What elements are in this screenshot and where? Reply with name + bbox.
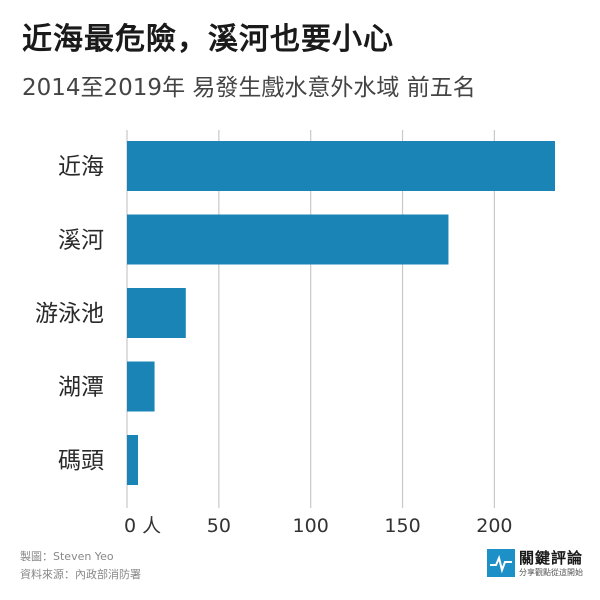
x-tick-label: 0 人	[124, 515, 161, 537]
logo-name: 關鍵評論	[519, 549, 584, 567]
category-label: 湖潭	[58, 375, 104, 401]
bar	[127, 141, 555, 191]
bar	[127, 435, 139, 485]
chart-title: 近海最危險，溪河也要小心	[22, 22, 394, 57]
category-label: 游泳池	[35, 301, 104, 327]
bar	[127, 361, 155, 412]
x-tick-label: 100	[293, 515, 329, 537]
x-tick-labels: 0 人 50 100 150 200	[124, 515, 513, 537]
bar	[127, 288, 186, 338]
x-tick-label: 200	[476, 515, 512, 537]
category-label: 碼頭	[58, 448, 104, 474]
x-tick-label: 50	[207, 515, 231, 537]
logo-tagline: 分享觀點從這開始	[519, 568, 583, 577]
category-label: 近海	[58, 154, 104, 180]
bars	[127, 141, 555, 485]
x-tick-label: 150	[384, 515, 420, 537]
bar	[127, 214, 449, 265]
heartbeat-icon	[487, 549, 515, 577]
credits: 製圖：Steven Yeo 資料來源：內政部消防署	[20, 548, 141, 584]
credit-maker: 製圖：Steven Yeo	[20, 550, 114, 563]
chart-subtitle: 2014至2019年 易發生戲水意外水域 前五名	[22, 75, 476, 101]
credit-source: 資料來源：內政部消防署	[20, 568, 141, 581]
publisher-logo: 關鍵評論 分享觀點從這開始	[487, 547, 593, 583]
category-label: 溪河	[58, 228, 104, 254]
